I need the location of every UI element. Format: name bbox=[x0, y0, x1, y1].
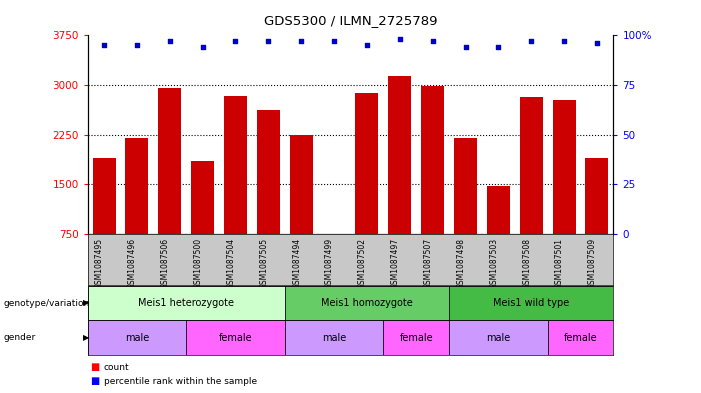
Bar bbox=[487, 185, 510, 234]
Bar bbox=[454, 138, 477, 234]
Text: GSM1087498: GSM1087498 bbox=[456, 238, 465, 289]
Point bbox=[230, 38, 241, 44]
Text: GSM1087494: GSM1087494 bbox=[292, 238, 301, 289]
Point bbox=[361, 42, 372, 48]
Text: percentile rank within the sample: percentile rank within the sample bbox=[104, 377, 257, 386]
Bar bbox=[93, 158, 116, 234]
Point bbox=[131, 42, 142, 48]
Text: GSM1087502: GSM1087502 bbox=[358, 238, 367, 289]
Text: ▶: ▶ bbox=[83, 299, 89, 307]
Text: GSM1087505: GSM1087505 bbox=[259, 238, 268, 289]
Bar bbox=[547, 320, 613, 355]
Text: GSM1087499: GSM1087499 bbox=[325, 238, 334, 289]
Bar bbox=[388, 76, 411, 234]
Text: male: male bbox=[125, 332, 149, 343]
Point bbox=[427, 38, 438, 44]
Bar bbox=[224, 96, 247, 234]
Bar bbox=[449, 320, 547, 355]
Text: GSM1087507: GSM1087507 bbox=[423, 238, 433, 289]
Point bbox=[394, 36, 405, 42]
Bar bbox=[355, 93, 379, 234]
Text: genotype/variation: genotype/variation bbox=[4, 299, 90, 307]
Text: male: male bbox=[486, 332, 510, 343]
Bar bbox=[285, 320, 383, 355]
Text: male: male bbox=[322, 332, 346, 343]
Bar bbox=[125, 138, 149, 234]
Point bbox=[329, 38, 340, 44]
Bar bbox=[449, 286, 613, 320]
Text: female: female bbox=[219, 332, 252, 343]
Text: ■: ■ bbox=[90, 376, 99, 386]
Text: GSM1087501: GSM1087501 bbox=[555, 238, 564, 289]
Text: GSM1087497: GSM1087497 bbox=[390, 238, 400, 289]
Point bbox=[197, 44, 208, 50]
Text: GDS5300 / ILMN_2725789: GDS5300 / ILMN_2725789 bbox=[264, 14, 437, 27]
Bar bbox=[552, 99, 576, 234]
Point bbox=[296, 38, 307, 44]
Text: GSM1087495: GSM1087495 bbox=[95, 238, 104, 289]
Point bbox=[526, 38, 537, 44]
Text: ▶: ▶ bbox=[83, 333, 89, 342]
Point bbox=[164, 38, 175, 44]
Bar bbox=[585, 158, 608, 234]
Bar bbox=[285, 286, 449, 320]
Text: Meis1 heterozygote: Meis1 heterozygote bbox=[138, 298, 234, 308]
Text: Meis1 wild type: Meis1 wild type bbox=[493, 298, 569, 308]
Point bbox=[493, 44, 504, 50]
Bar bbox=[191, 161, 214, 234]
Text: ■: ■ bbox=[90, 362, 99, 373]
Bar bbox=[322, 234, 346, 237]
Text: female: female bbox=[564, 332, 597, 343]
Bar bbox=[186, 320, 285, 355]
Point bbox=[263, 38, 274, 44]
Point bbox=[592, 40, 603, 46]
Text: gender: gender bbox=[4, 333, 36, 342]
Point bbox=[460, 44, 471, 50]
Text: count: count bbox=[104, 363, 130, 372]
Bar bbox=[519, 97, 543, 234]
Text: GSM1087508: GSM1087508 bbox=[522, 238, 531, 289]
Point bbox=[98, 42, 109, 48]
Text: GSM1087509: GSM1087509 bbox=[588, 238, 597, 289]
Text: GSM1087496: GSM1087496 bbox=[128, 238, 137, 289]
Text: GSM1087504: GSM1087504 bbox=[226, 238, 236, 289]
Bar bbox=[290, 134, 313, 234]
Bar bbox=[421, 86, 444, 234]
Bar bbox=[158, 88, 182, 234]
Point bbox=[559, 38, 570, 44]
Bar bbox=[383, 320, 449, 355]
Text: female: female bbox=[400, 332, 433, 343]
Text: GSM1087503: GSM1087503 bbox=[489, 238, 498, 289]
Bar bbox=[257, 110, 280, 234]
Text: GSM1087500: GSM1087500 bbox=[193, 238, 203, 289]
Bar bbox=[88, 320, 186, 355]
Text: Meis1 homozygote: Meis1 homozygote bbox=[321, 298, 413, 308]
Bar bbox=[88, 286, 285, 320]
Text: GSM1087506: GSM1087506 bbox=[161, 238, 170, 289]
